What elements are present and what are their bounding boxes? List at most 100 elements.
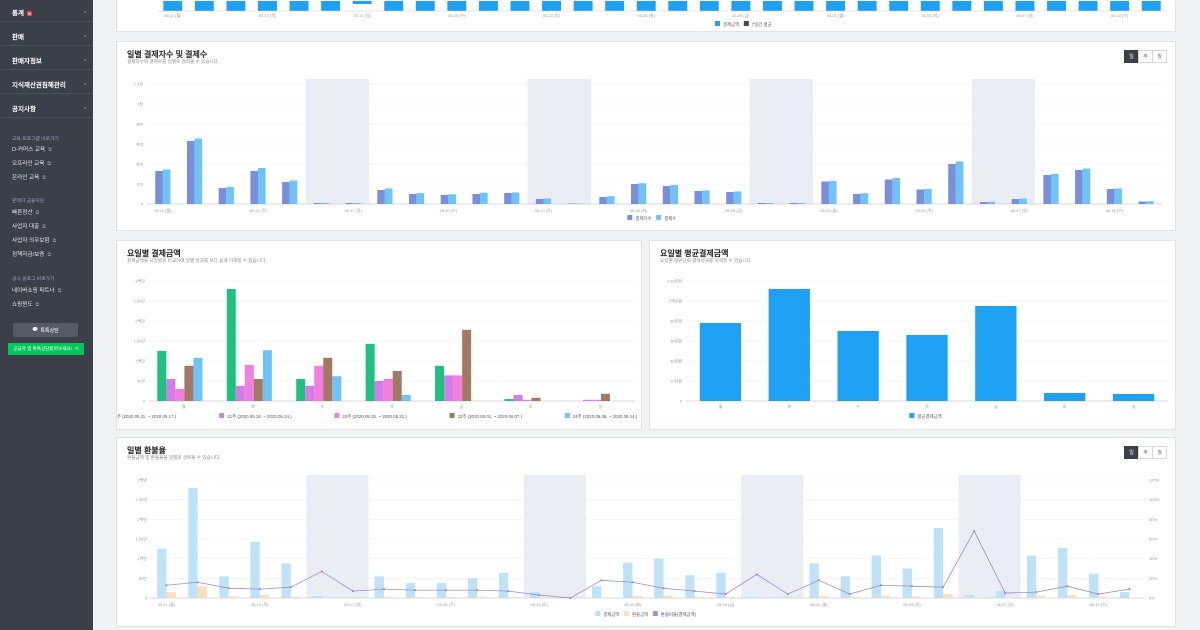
period-month-button[interactable]: 월 <box>1152 446 1167 459</box>
sidebar-group-title: 판매자 금융지원 <box>12 199 45 204</box>
period-month-button[interactable]: 월 <box>1152 50 1167 63</box>
chevron-down-icon: ⌄ <box>82 104 88 111</box>
top-bar <box>668 1 688 11</box>
y-tick-label: 3백만 <box>137 477 147 483</box>
y2-tick-label: 20% <box>1149 576 1157 581</box>
top-bar <box>794 1 814 11</box>
sidebar-link-label: 네이버쇼핑 파트너 <box>12 288 55 294</box>
sidebar-menu-stats[interactable]: 통계 N ⌄ <box>12 7 88 17</box>
legend-label: 22주 (2020.05.25. ~ 2020.05.31.) <box>342 414 407 420</box>
sidebar-link[interactable]: 오프라인 교육 ⧉ <box>12 159 51 167</box>
x-tick-label: 일 <box>1132 403 1136 409</box>
period-toggle: 일 주 월 <box>1124 50 1167 63</box>
x-tick-label: 05.14 (목) <box>249 208 267 213</box>
y-tick-label: 2백만 <box>135 318 145 324</box>
close-icon[interactable]: ✕ <box>74 346 79 351</box>
bar <box>377 190 385 204</box>
legend-swatch <box>656 215 662 220</box>
panel-title: 요일별 결제금액 <box>127 249 181 258</box>
x-tick-label: 06.10 (수) <box>1090 601 1108 607</box>
sidebar-link[interactable]: 네이버쇼핑 파트너 ⧉ <box>12 286 61 294</box>
bar <box>408 194 417 204</box>
x-tick-label: 목 <box>390 404 394 409</box>
bar <box>765 203 774 204</box>
bar <box>453 375 463 401</box>
bar <box>871 555 881 598</box>
top-bar <box>1141 1 1161 11</box>
bar <box>440 195 449 204</box>
legend-swatch <box>627 215 633 220</box>
bar <box>768 289 810 401</box>
sidebar-link[interactable]: D-커머스 교육 ⧉ <box>12 145 52 153</box>
rate-point <box>413 589 417 592</box>
period-toggle: 일 주 월 <box>1124 446 1167 459</box>
app-consult-banner-button[interactable]: 공급자 앱 톡톡상담받아보세요! ✕ <box>8 343 84 355</box>
y-tick-label: 600 <box>136 142 143 147</box>
top-bar <box>1015 1 1035 11</box>
bar <box>1138 201 1147 204</box>
bar <box>289 180 298 204</box>
bar <box>374 576 384 598</box>
top-bar <box>542 1 561 11</box>
sidebar-link[interactable]: 사업자 의무보험 ⧉ <box>12 236 56 244</box>
bar <box>226 289 236 401</box>
bar <box>702 190 710 204</box>
legend-swatch <box>219 413 225 418</box>
divider <box>0 93 93 94</box>
sidebar-menu-sales[interactable]: 판매 ⌄ <box>12 31 88 41</box>
rate-point <box>848 592 852 596</box>
bar <box>345 203 354 204</box>
x-tick-label: 05.29 (금) <box>732 13 750 18</box>
sidebar-link[interactable]: 쇼핑윈도 ⧉ <box>12 300 39 308</box>
x-tick-label: 05.29 (금) <box>725 208 743 213</box>
rate-point <box>1035 591 1038 594</box>
weekend-band <box>305 79 370 204</box>
sidebar-link-label: 온라인 교육 <box>12 175 40 181</box>
sidebar-menu-seller-info[interactable]: 판매자정보 ⌄ <box>12 55 88 65</box>
x-tick-label: 화 <box>251 403 255 409</box>
external-link-icon: ⧉ <box>42 175 46 181</box>
bar <box>313 203 322 204</box>
sidebar-menu-ip[interactable]: 지식재산권침해관리 ⌄ <box>12 79 88 89</box>
talk-consult-button[interactable]: 💬 톡톡상담 <box>13 323 78 337</box>
bar <box>601 597 611 598</box>
sidebar-menu-notice[interactable]: 공지사항 ⌄ <box>12 103 88 113</box>
x-tick-label: 06.01 (월) <box>827 12 845 18</box>
bar <box>906 335 948 401</box>
external-link-icon: ⧉ <box>48 147 52 153</box>
top-bar <box>415 1 435 11</box>
sidebar-link[interactable]: 빠른정산 ⧉ <box>12 208 39 216</box>
bar <box>323 357 333 401</box>
chevron-down-icon: ⌄ <box>82 32 88 39</box>
chevron-down-icon: ⌄ <box>82 80 88 87</box>
x-tick-label: 06.07 (일) <box>1011 207 1029 213</box>
legend-swatch <box>624 611 629 616</box>
rate-point <box>693 590 696 593</box>
bar <box>1075 170 1083 204</box>
bar <box>504 193 512 204</box>
bar <box>1146 201 1154 204</box>
rate-line <box>166 530 1130 599</box>
x-tick-label: 목 <box>925 404 929 409</box>
bar <box>789 203 798 204</box>
panel-subtitle: 결제금액을 요일별로 비교하여 일별 성과를 보다 쉽게 이해할 수 있습니다. <box>127 258 267 263</box>
sidebar-menu-label: 통계 <box>12 10 24 17</box>
top-bar <box>731 1 751 11</box>
sidebar-link-label: 정책자금/보증 <box>12 252 45 258</box>
x-tick-label: 월 <box>182 403 186 409</box>
sidebar-link[interactable]: 사업자 대출 ⧉ <box>12 222 46 230</box>
bar <box>1082 168 1091 204</box>
top-bar <box>384 1 404 11</box>
rate-point <box>1066 585 1069 588</box>
y-tick-label: 1백만 <box>137 555 147 561</box>
sidebar-link[interactable]: 온라인 교육 ⧉ <box>12 173 46 181</box>
y-tick-label: 2.50만 <box>136 496 148 502</box>
legend-label: 결제금액 <box>723 21 739 28</box>
sidebar-menu-label: 판매자정보 <box>12 58 42 65</box>
sidebar-link[interactable]: 정책자금/보증 ⧉ <box>12 250 51 258</box>
x-tick-label: 06.10 (수) <box>1106 207 1124 213</box>
sidebar: 통계 N ⌄ 판매 ⌄ 판매자정보 ⌄ 지식재산권침해관리 ⌄ 공지사항 ⌄ 교육 프로그램… <box>0 0 93 630</box>
bar <box>188 487 198 598</box>
bar <box>374 381 384 401</box>
